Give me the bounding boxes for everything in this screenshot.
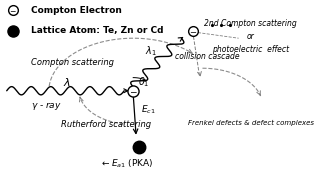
Text: $\leftarrow E_{a1}$ (PKA): $\leftarrow E_{a1}$ (PKA) [100, 158, 154, 170]
Text: $\gamma$ - ray: $\gamma$ - ray [31, 100, 62, 112]
Text: Rutherford scattering: Rutherford scattering [61, 120, 151, 129]
Text: $E_{c1}$: $E_{c1}$ [141, 103, 155, 116]
Text: $-$: $-$ [189, 26, 197, 35]
Text: or: or [247, 32, 255, 41]
Text: $\lambda_1$: $\lambda_1$ [145, 44, 157, 58]
Text: Lattice Atom: Te, Zn or Cd: Lattice Atom: Te, Zn or Cd [31, 26, 163, 35]
Text: Compton scattering: Compton scattering [31, 58, 114, 67]
Text: Compton Electron: Compton Electron [31, 5, 122, 15]
Text: 2nd Compton scattering: 2nd Compton scattering [204, 19, 297, 28]
Text: $\lambda$: $\lambda$ [63, 76, 71, 88]
Text: collision cascade: collision cascade [175, 53, 239, 61]
Text: photoelectric  effect: photoelectric effect [212, 45, 289, 54]
Text: $-$: $-$ [129, 86, 138, 95]
Text: $-$: $-$ [9, 5, 16, 15]
Text: $\theta_1$: $\theta_1$ [138, 75, 150, 89]
Text: Frenkel defects & defect complexes: Frenkel defects & defect complexes [188, 120, 314, 126]
